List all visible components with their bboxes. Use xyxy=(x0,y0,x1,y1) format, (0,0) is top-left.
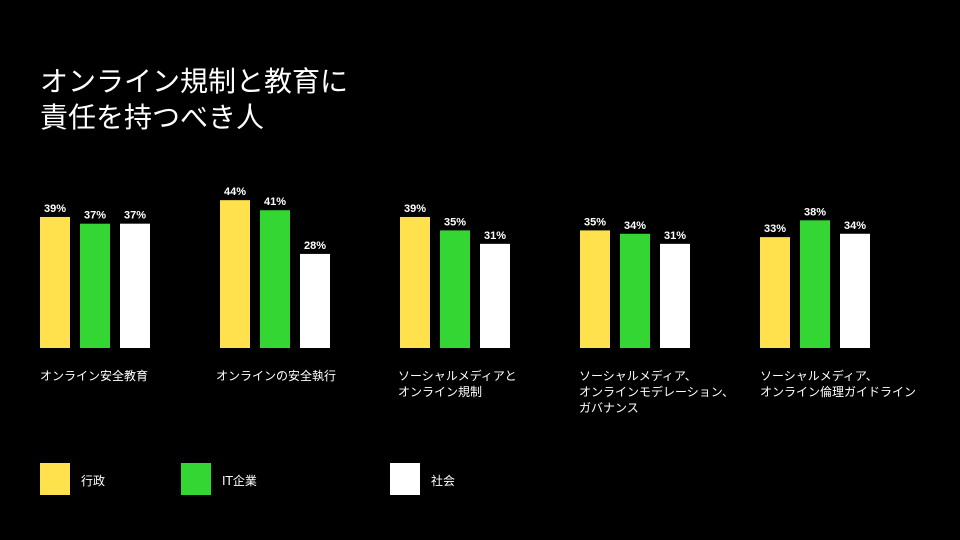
category-label-0: オンライン安全教育 xyxy=(40,369,149,383)
legend-swatch-society xyxy=(390,463,420,495)
category-label-4: ソーシャルメディア、 オンライン倫理ガイドライン xyxy=(760,369,917,399)
data-label-it-companies-2: 35% xyxy=(444,216,466,228)
bar-society-4 xyxy=(840,233,870,348)
legend-label-government: 行政 xyxy=(81,474,106,488)
legend-item-government: 行政 xyxy=(40,463,160,495)
data-label-society-0: 37% xyxy=(124,210,146,222)
legend-item-it-companies: IT企業 xyxy=(181,463,321,495)
bar-government-1 xyxy=(220,200,250,348)
bar-it-companies-0 xyxy=(80,223,110,348)
data-label-government-0: 39% xyxy=(44,203,66,215)
bar-society-1 xyxy=(300,253,330,348)
bar-society-0 xyxy=(120,223,150,348)
bar-it-companies-2 xyxy=(440,230,470,348)
legend-label-society: 社会 xyxy=(431,474,456,488)
legend-item-society: 社会 xyxy=(390,463,510,495)
legend-swatch-it-companies xyxy=(181,463,211,495)
data-label-government-1: 44% xyxy=(224,186,246,198)
data-label-society-1: 28% xyxy=(304,240,326,252)
category-label-1: オンラインの安全執行 xyxy=(216,369,337,383)
data-label-government-2: 39% xyxy=(404,203,426,215)
bar-society-2 xyxy=(480,243,510,348)
data-label-it-companies-1: 41% xyxy=(264,196,286,208)
bar-government-4 xyxy=(760,237,790,348)
bar-government-3 xyxy=(580,230,610,348)
bar-society-3 xyxy=(660,243,690,348)
legend-swatch-government xyxy=(40,463,70,495)
data-label-it-companies-3: 34% xyxy=(624,220,646,232)
category-label-3: ソーシャルメディア、 オンラインモデレーション、 ガバナンス xyxy=(579,369,735,415)
data-label-government-3: 35% xyxy=(584,216,606,228)
data-label-society-3: 31% xyxy=(664,230,686,242)
legend-label-it-companies: IT企業 xyxy=(222,474,257,488)
bar-government-2 xyxy=(400,216,430,348)
data-label-society-4: 34% xyxy=(844,220,866,232)
bar-it-companies-1 xyxy=(260,210,290,348)
bar-it-companies-4 xyxy=(800,220,830,348)
data-label-it-companies-4: 38% xyxy=(804,206,826,218)
category-label-2: ソーシャルメディアと オンライン規制 xyxy=(398,369,517,399)
data-label-it-companies-0: 37% xyxy=(84,210,106,222)
data-label-government-4: 33% xyxy=(764,223,786,235)
bar-it-companies-3 xyxy=(620,233,650,348)
chart-title: オンライン規制と教育に 責任を持つべき人 xyxy=(40,65,349,134)
data-label-society-2: 31% xyxy=(484,230,506,242)
bar-government-0 xyxy=(40,216,70,348)
